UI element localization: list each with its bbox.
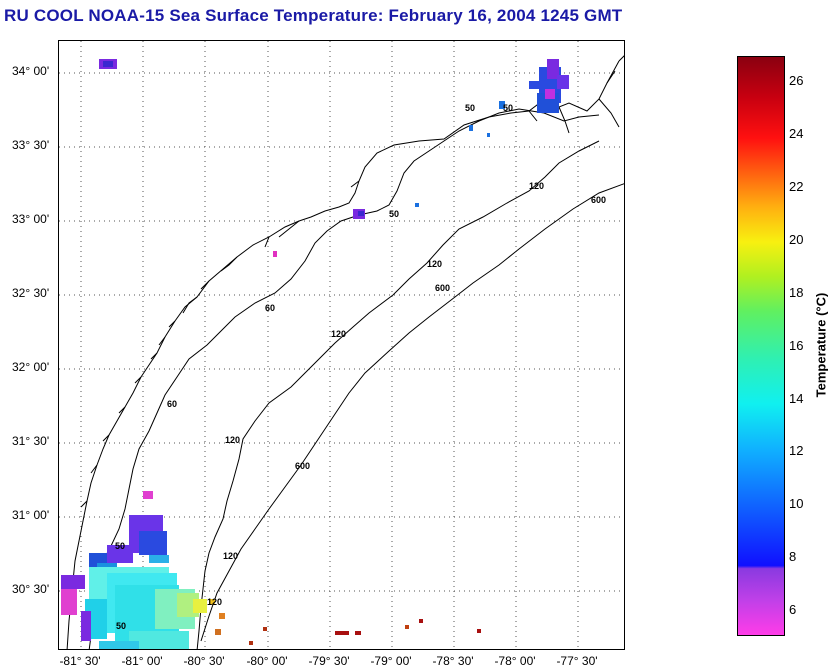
lon-tick: -81° 00' (121, 654, 163, 668)
contour-label: 600 (295, 461, 310, 471)
lon-tick: -77° 30' (556, 654, 598, 668)
colorbar-tick: 18 (789, 285, 804, 300)
map-title: RU COOL NOAA-15 Sea Surface Temperature:… (4, 6, 623, 25)
colorbar-tick: 20 (789, 232, 804, 247)
lon-tick: -80° 30' (183, 654, 225, 668)
lon-tick: -81° 30' (59, 654, 101, 668)
contour-label: 600 (591, 195, 606, 205)
lat-tick: 30° 30' (12, 582, 50, 596)
lon-tick: -79° 30' (308, 654, 350, 668)
lon-tick: -78° 30' (432, 654, 474, 668)
contour-labels: 50 50 60 60 50 50 50 120 120 120 120 120… (115, 103, 606, 631)
lat-tick: 31° 30' (12, 434, 50, 448)
coastline-islands (80, 55, 624, 508)
colorbar-tick: 14 (789, 391, 804, 406)
lat-tick: 31° 00' (12, 508, 50, 522)
lat-tick: 32° 00' (12, 360, 50, 374)
colorbar-tick: 22 (789, 179, 804, 194)
temperature-colorbar (737, 56, 785, 636)
colorbar-tick: 16 (789, 338, 804, 353)
lat-tick: 34° 00' (12, 64, 50, 78)
coastline (66, 60, 620, 649)
contour-label: 50 (116, 621, 126, 631)
map-canvas: 50 50 60 60 50 50 50 120 120 120 120 120… (59, 41, 624, 649)
contour-label: 50 (503, 103, 513, 113)
isobath-50 (88, 108, 600, 649)
lat-tick: 33° 00' (12, 212, 50, 226)
contour-label: 60 (265, 303, 275, 313)
contour-label: 120 (427, 259, 442, 269)
colorbar-tick: 24 (789, 126, 804, 141)
lon-tick: -80° 00' (246, 654, 288, 668)
colorbar-tick: 10 (789, 496, 804, 511)
colorbar-tick: 26 (789, 73, 804, 88)
contour-label: 50 (465, 103, 475, 113)
isobath-600 (200, 183, 624, 642)
contour-label: 120 (529, 181, 544, 191)
lon-tick: -78° 00' (494, 654, 536, 668)
contour-label: 50 (389, 209, 399, 219)
colorbar-tick: 6 (789, 602, 797, 617)
contour-label: 600 (435, 283, 450, 293)
lat-tick: 33° 30' (12, 138, 50, 152)
sst-pixels (61, 59, 569, 649)
colorbar-label: Temperature (°C) (813, 292, 829, 398)
sst-map: 50 50 60 60 50 50 50 120 120 120 120 120… (58, 40, 625, 650)
contour-label: 120 (331, 329, 346, 339)
colorbar-tick: 8 (789, 549, 797, 564)
contour-label: 50 (115, 541, 125, 551)
contour-label: 120 (207, 597, 222, 607)
graticule (59, 41, 624, 649)
contour-label: 120 (225, 435, 240, 445)
contour-label: 120 (223, 551, 238, 561)
contour-label: 60 (167, 399, 177, 409)
colorbar-tick: 12 (789, 443, 804, 458)
lon-tick: -79° 00' (370, 654, 412, 668)
lat-tick: 32° 30' (12, 286, 50, 300)
isobath-120 (196, 140, 600, 649)
